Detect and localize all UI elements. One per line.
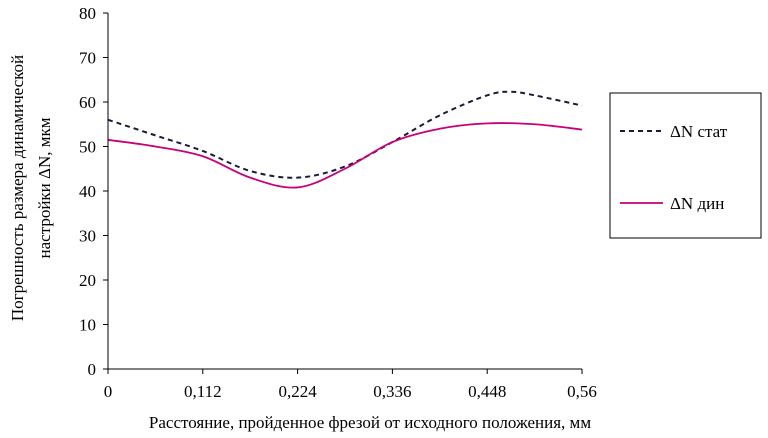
series-line-2 <box>107 122 583 189</box>
x-tick-label: 0,336 <box>373 382 411 401</box>
series-line-1 <box>107 90 583 179</box>
y-tick-label: 20 <box>79 271 96 290</box>
x-tick-label: 0,224 <box>278 382 317 401</box>
y-axis-title: Погрешность размера динамической настрой… <box>8 55 54 321</box>
y-axis-title-line-1: Погрешность размера динамической <box>8 55 27 321</box>
axes <box>103 12 583 374</box>
tick-labels: 0 10 20 30 40 50 60 70 80 0 0,112 0,224 0,336 0,448 0,… <box>79 4 597 401</box>
x-tick-label: 0,112 <box>184 382 222 401</box>
legend: ΔN стат ΔN дин <box>609 92 762 239</box>
y-tick-label: 50 <box>79 138 96 157</box>
x-tick-label: 0,448 <box>468 382 506 401</box>
x-axis-title: Расстояние, пройденное фрезой от исходно… <box>149 413 591 432</box>
y-tick-label: 40 <box>79 182 96 201</box>
y-tick-label: 0 <box>88 360 97 379</box>
legend-box <box>609 92 762 239</box>
y-tick-label: 10 <box>79 316 96 335</box>
x-tick-label: 0,56 <box>567 382 597 401</box>
x-tick-label: 0 <box>104 382 113 401</box>
y-tick-label: 80 <box>79 4 96 23</box>
y-tick-label: 30 <box>79 227 96 246</box>
series-layer <box>107 90 583 189</box>
y-tick-label: 60 <box>79 93 96 112</box>
legend-label-1: ΔN стат <box>670 122 728 141</box>
y-tick-label: 70 <box>79 49 96 68</box>
y-axis-title-line-2: настройки ΔN, мкм <box>35 117 54 258</box>
legend-label-2: ΔN дин <box>670 194 724 213</box>
